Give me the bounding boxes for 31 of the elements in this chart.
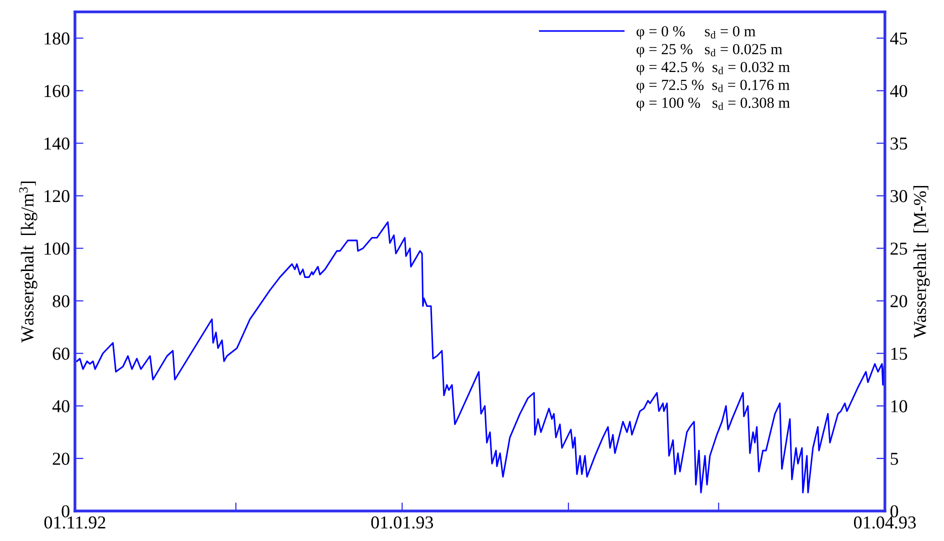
y-tick-label: 160 [44,84,70,98]
y2-tick-label: 0 [890,505,898,518]
y2-tick-label: 40 [890,84,908,98]
y2-tick-label: 15 [891,348,908,360]
y-axis-title: Wassergehalt [kg/m$^{3}$] [19,182,38,343]
y-tick-label: 20 [52,452,70,465]
annotation: φ = 100 % s$_{d}$ = 0.308 m [636,98,790,112]
y-tick-label: 180 [44,32,70,45]
y2-tick-label: 20 [890,295,908,308]
y-tick-label: 40 [52,400,70,412]
y-tick-label: 140 [44,137,70,150]
x-tick-label: 01.01.93 [371,516,434,529]
y2-tick-label: 30 [890,190,908,202]
y2-tick-label: 25 [890,242,908,255]
annotation: φ = 42.5 % s$_{d}$ = 0.032 m [636,62,790,76]
line-series [76,221,885,494]
y2-tick-label: 45 [890,32,908,45]
y2-axis-title: Wassergehalt [M-%] [913,186,930,338]
y2-tick-label: 10 [891,400,908,412]
x-tick-label: 01.11.92 [44,516,106,529]
y-tick-label: 80 [52,295,70,308]
annotation: φ = 72.5 % s$_{d}$ = 0.176 m [636,80,790,94]
y-tick-label: 120 [44,190,70,202]
y-tick-label: 60 [52,348,70,360]
y2-tick-label: 5 [890,452,898,465]
text: φ = 0 % s$_{d}$ = 0 m [636,26,756,40]
annotation: φ = 25 % s$_{d}$ = 0.025 m [636,44,782,58]
x-tick-label: 01.04.93 [854,516,916,529]
y-tick-label: 100 [44,242,70,255]
y2-tick-label: 35 [890,138,908,150]
y-tick-label: 0 [62,505,70,518]
